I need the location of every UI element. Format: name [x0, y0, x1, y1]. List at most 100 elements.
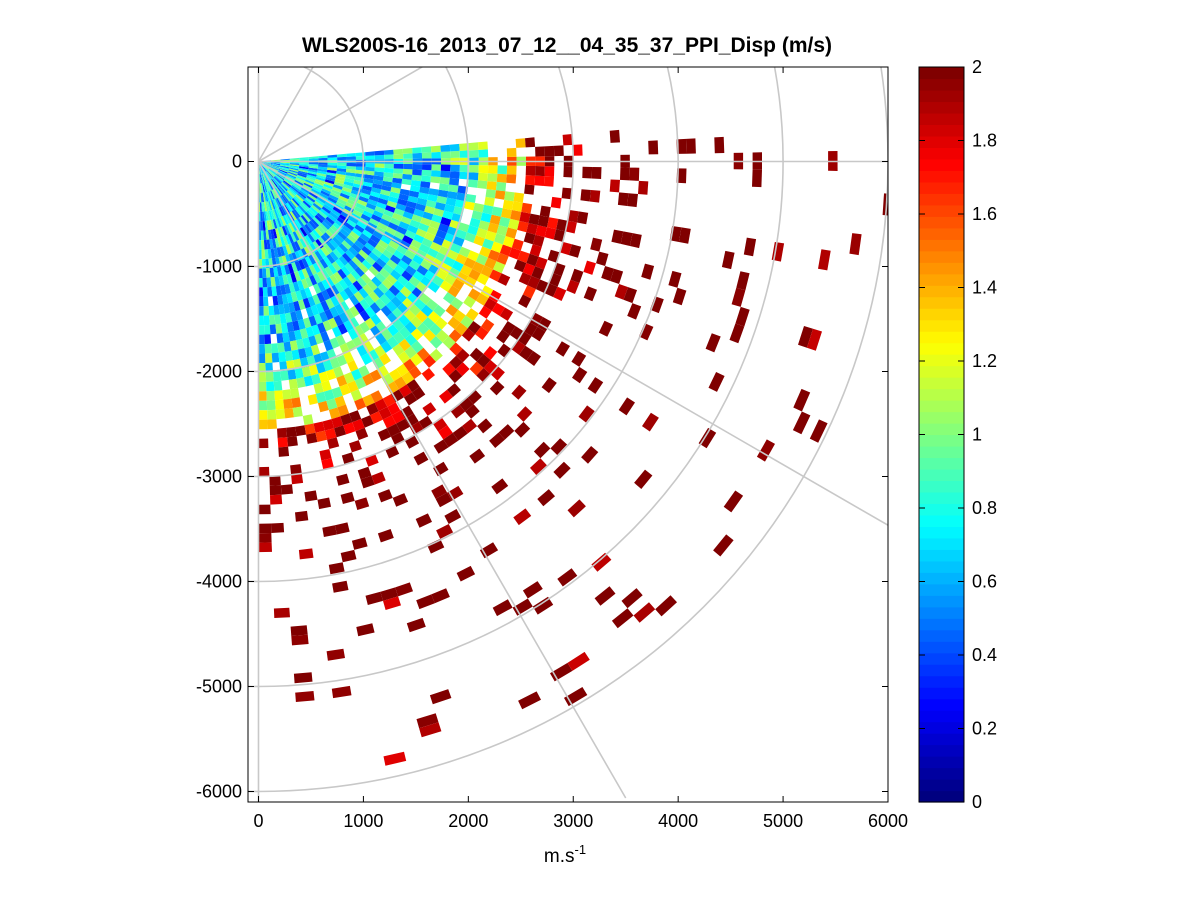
data-cell: [364, 174, 375, 180]
data-cell: [288, 168, 299, 172]
data-cell: [892, 194, 903, 217]
data-cell: [553, 461, 571, 479]
data-cell: [491, 206, 503, 217]
data-cell: [496, 225, 508, 236]
data-cell: [450, 297, 464, 310]
data-cell: [259, 174, 261, 184]
data-cell: [294, 241, 301, 251]
data-cell: [478, 165, 489, 174]
data-cell: [450, 164, 460, 172]
data-cell: [308, 167, 318, 171]
data-cell: [294, 271, 302, 282]
data-cell: [349, 230, 360, 240]
data-cell: [373, 175, 384, 181]
colorbar-segment: [919, 377, 964, 390]
data-cell: [297, 319, 306, 330]
colorbar-segment: [919, 721, 964, 734]
data-cell: [320, 331, 330, 343]
data-cell: [312, 294, 321, 305]
data-cell: [317, 166, 328, 170]
data-cell: [412, 386, 426, 401]
data-cell: [526, 223, 538, 235]
colorbar-ticks: 0 0.2 0.4 0.6 0.8 1 1.2 1.4 1.6 1.8 2: [919, 57, 997, 812]
data-cell: [408, 259, 421, 271]
data-cell: [714, 136, 725, 154]
data-cell: [459, 171, 470, 180]
data-cell: [522, 285, 536, 299]
data-cell: [291, 184, 300, 192]
data-cell: [307, 296, 316, 307]
data-cell: [756, 439, 775, 462]
data-cell: [397, 259, 409, 271]
data-cell: [258, 391, 267, 401]
data-cell: [426, 298, 439, 311]
colorbar-segment: [919, 790, 964, 803]
data-cell: [344, 262, 355, 274]
data-cell: [267, 181, 273, 191]
data-cell: [339, 228, 350, 238]
data-cell: [307, 233, 316, 243]
data-cell: [393, 163, 404, 169]
data-cell: [364, 206, 375, 215]
data-cell: [364, 306, 376, 318]
data-cell: [412, 169, 422, 176]
data-cell: [292, 406, 303, 418]
data-cell: [331, 209, 341, 217]
data-cell: [436, 269, 449, 281]
data-cell: [386, 200, 398, 209]
data-cell: [281, 294, 289, 305]
data-cell: [518, 345, 534, 361]
data-cell: [398, 326, 411, 339]
data-cell: [395, 291, 407, 303]
data-cell: [611, 229, 624, 244]
data-cell: [362, 210, 373, 218]
data-cell: [413, 208, 425, 218]
data-cell: [375, 257, 387, 268]
data-cell: [261, 173, 265, 183]
y-tick-label: -2000: [196, 362, 242, 382]
data-cell: [468, 172, 479, 181]
data-cell: [384, 154, 394, 160]
data-cell: [314, 200, 324, 209]
data-cell: [288, 222, 296, 233]
data-cell: [465, 308, 479, 321]
data-cell: [365, 163, 375, 168]
data-cell: [333, 181, 344, 187]
data-cell: [258, 334, 265, 345]
colorbar-tick-label: 0.2: [972, 719, 997, 739]
data-cell: [271, 178, 279, 187]
data-cell: [477, 418, 493, 434]
data-cell: [346, 219, 357, 228]
colorbar-segment: [919, 250, 964, 263]
data-cell: [275, 409, 286, 420]
data-cell: [397, 275, 409, 287]
x-tick-label: 4000: [658, 811, 698, 831]
data-cell: [321, 188, 332, 195]
data-cell: [567, 651, 590, 671]
data-cell: [271, 162, 281, 164]
y-tick-label: -3000: [196, 467, 242, 487]
data-cell: [444, 273, 457, 286]
data-cell: [319, 192, 329, 200]
data-cell: [437, 189, 449, 198]
data-cell: [298, 259, 306, 270]
data-cell: [321, 221, 331, 230]
data-cell: [286, 175, 296, 182]
data-cell: [259, 164, 262, 174]
colorbar-segment: [919, 491, 964, 505]
data-cell: [258, 353, 266, 364]
data-cell: [365, 166, 375, 172]
data-cell: [438, 425, 453, 440]
data-cell: [264, 172, 269, 182]
data-cell: [392, 331, 405, 344]
data-cell: [289, 166, 299, 170]
data-cell: [481, 318, 495, 333]
data-cell: [431, 214, 443, 224]
data-cell: [263, 239, 268, 250]
data-cell: [270, 179, 277, 188]
data-cell: [354, 224, 365, 233]
data-cell: [278, 170, 288, 175]
data-cell: [513, 508, 532, 526]
data-cell: [304, 211, 313, 221]
